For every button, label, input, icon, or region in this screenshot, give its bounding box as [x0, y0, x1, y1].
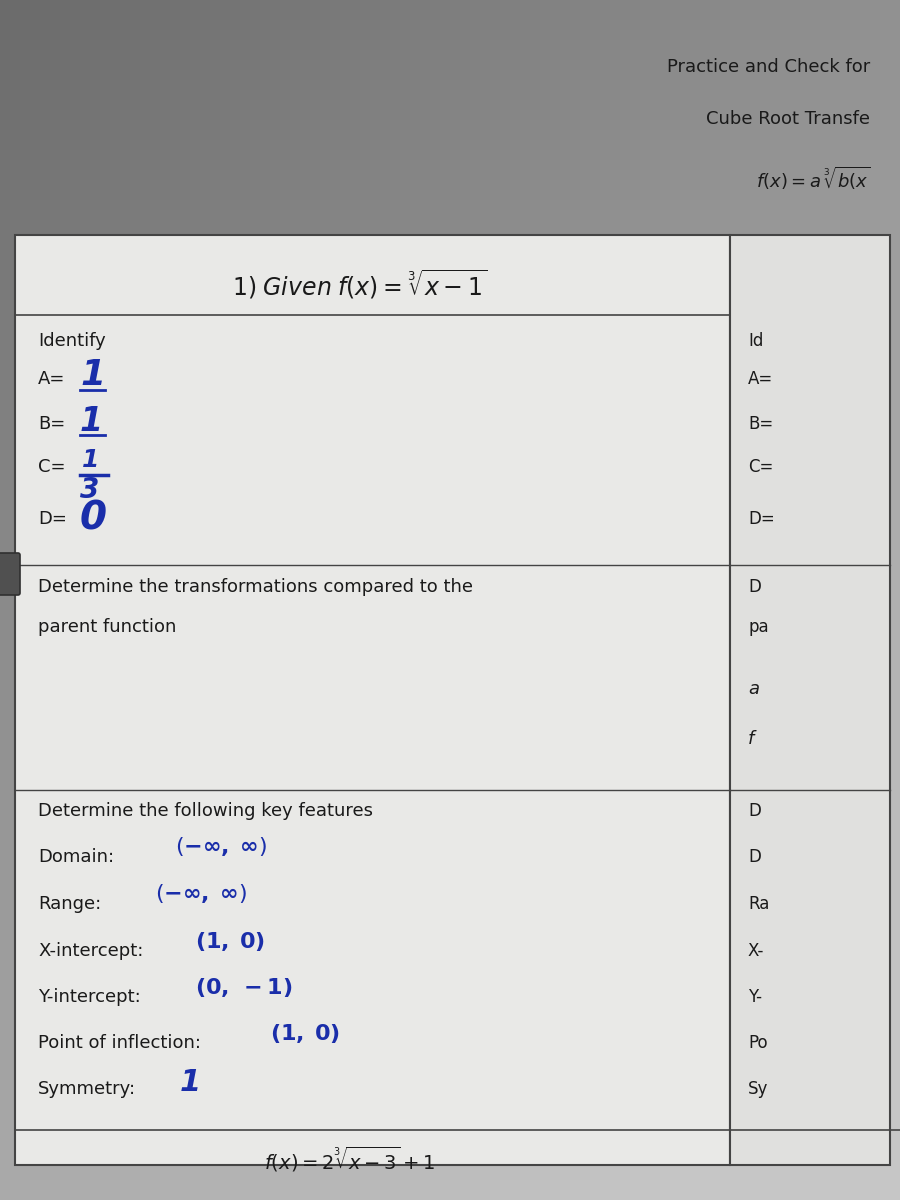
Text: D=: D= [748, 510, 775, 528]
Text: Po: Po [748, 1034, 768, 1052]
Text: X-intercept:: X-intercept: [38, 942, 143, 960]
Text: $\mathit{1)\;Given\;f(x)=\sqrt[3]{x-1}}$: $\mathit{1)\;Given\;f(x)=\sqrt[3]{x-1}}$ [232, 268, 488, 301]
Text: Sy: Sy [748, 1080, 769, 1098]
FancyBboxPatch shape [0, 553, 20, 595]
Text: Symmetry:: Symmetry: [38, 1080, 136, 1098]
Text: D: D [748, 802, 760, 820]
Text: D: D [748, 578, 760, 596]
Bar [730, 235, 890, 1165]
Text: Determine the following key features: Determine the following key features [38, 802, 373, 820]
Text: 0: 0 [80, 500, 107, 538]
Text: 1: 1 [80, 404, 104, 438]
Text: 3: 3 [80, 476, 99, 504]
Text: C=: C= [748, 458, 773, 476]
Text: $f(x)=2\sqrt[3]{x-3}+1$: $f(x)=2\sqrt[3]{x-3}+1$ [265, 1145, 436, 1174]
Text: $\mathbf{(1,\;0)}$: $\mathbf{(1,\;0)}$ [270, 1022, 340, 1045]
Text: B=: B= [38, 415, 65, 433]
Text: Point of inflection:: Point of inflection: [38, 1034, 201, 1052]
Text: B=: B= [748, 415, 773, 433]
Text: 1: 1 [180, 1068, 202, 1097]
Text: Determine the transformations compared to the: Determine the transformations compared t… [38, 578, 473, 596]
Text: parent function: parent function [38, 618, 176, 636]
Text: $f(x)=a\,\sqrt[3]{b(x}$: $f(x)=a\,\sqrt[3]{b(x}$ [756, 164, 870, 192]
Text: $(\mathbf{-\infty,\;\infty})$: $(\mathbf{-\infty,\;\infty})$ [155, 882, 247, 905]
Text: 1: 1 [80, 358, 105, 392]
Text: pa: pa [748, 618, 769, 636]
Text: $(\mathbf{-\infty,\;\infty})$: $(\mathbf{-\infty,\;\infty})$ [175, 835, 267, 858]
Text: Y-intercept:: Y-intercept: [38, 988, 140, 1006]
Text: Cube Root Transfe: Cube Root Transfe [706, 110, 870, 128]
Text: C=: C= [38, 458, 66, 476]
Text: 1: 1 [82, 448, 99, 472]
Text: A=: A= [748, 370, 773, 388]
Text: Identify: Identify [38, 332, 106, 350]
Text: a: a [748, 680, 759, 698]
Text: X-: X- [748, 942, 764, 960]
Text: Practice and Check for: Practice and Check for [667, 58, 870, 76]
Text: Y-: Y- [748, 988, 762, 1006]
Text: D=: D= [38, 510, 67, 528]
Text: Domain:: Domain: [38, 848, 114, 866]
Text: $\mathbf{(0,\;-1)}$: $\mathbf{(0,\;-1)}$ [195, 976, 292, 998]
Text: $\mathbf{(1,\;0)}$: $\mathbf{(1,\;0)}$ [195, 930, 266, 953]
Text: Range:: Range: [38, 895, 101, 913]
Text: D: D [748, 848, 760, 866]
Bar [15, 235, 730, 1165]
Text: Ra: Ra [748, 895, 770, 913]
Text: A=: A= [38, 370, 66, 388]
Text: Id: Id [748, 332, 763, 350]
Text: f: f [748, 730, 754, 748]
